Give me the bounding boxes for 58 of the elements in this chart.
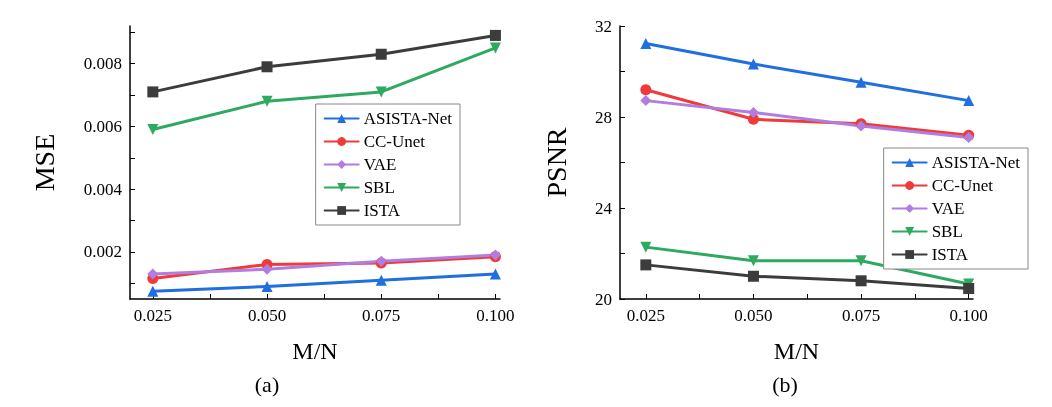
text: (a) [254, 371, 280, 397]
y-tick-label: 0.008 [83, 54, 122, 74]
point [261, 95, 273, 107]
x-tick-label: 0.075 [362, 306, 401, 325]
point [640, 95, 652, 107]
point [147, 86, 159, 98]
point [747, 270, 759, 282]
y-tick-label: 0.006 [83, 116, 122, 136]
point [963, 283, 975, 295]
point [747, 255, 759, 267]
y-tick-label: 20 [595, 289, 612, 309]
x-tick-label: 0.100 [949, 306, 988, 325]
legend-label: SBL [931, 222, 963, 241]
point [375, 274, 387, 286]
legend-label: ASISTA-Net [363, 109, 453, 128]
point [261, 61, 273, 73]
y-tick-label: 32 [595, 16, 612, 36]
point [147, 124, 159, 136]
y-axis-title: PSNR [540, 127, 572, 198]
x-tick-label: 0.025 [133, 306, 172, 325]
legend-label: CC-Unet [363, 132, 426, 151]
point [747, 106, 759, 118]
point [640, 241, 652, 253]
point [963, 95, 975, 107]
legend-label: ISTA [931, 245, 969, 264]
point [489, 29, 501, 41]
y-tick-label: 0.004 [83, 179, 123, 199]
point [640, 84, 652, 96]
point [640, 38, 652, 50]
x-tick-label: 0.025 [626, 306, 665, 325]
x-axis-title: M/N [292, 338, 338, 364]
point [147, 285, 159, 297]
x-axis-title: M/N [773, 338, 820, 364]
text: (b) [772, 371, 798, 397]
point [489, 268, 501, 280]
y-tick-label: 24 [595, 198, 613, 218]
y-tick-label: 0.002 [83, 242, 122, 262]
legend-label: ISTA [363, 201, 401, 220]
legend-label: ASISTA-Net [931, 153, 1021, 172]
x-tick-label: 0.100 [476, 306, 515, 325]
point [375, 48, 387, 60]
point [855, 76, 867, 88]
point [855, 255, 867, 267]
point [375, 86, 387, 98]
point [747, 58, 759, 70]
y-tick-label: 28 [595, 107, 612, 127]
point [261, 280, 273, 292]
legend-label: VAE [363, 155, 397, 174]
x-tick-label: 0.050 [247, 306, 287, 325]
legend-label: SBL [363, 178, 395, 197]
point [489, 42, 501, 54]
y-axis-title: MSE [28, 133, 60, 192]
point [640, 259, 652, 271]
legend-label: CC-Unet [931, 176, 994, 195]
x-tick-label: 0.050 [734, 306, 773, 325]
legend-label: VAE [931, 199, 965, 218]
point [855, 275, 867, 287]
x-tick-label: 0.075 [841, 306, 881, 325]
